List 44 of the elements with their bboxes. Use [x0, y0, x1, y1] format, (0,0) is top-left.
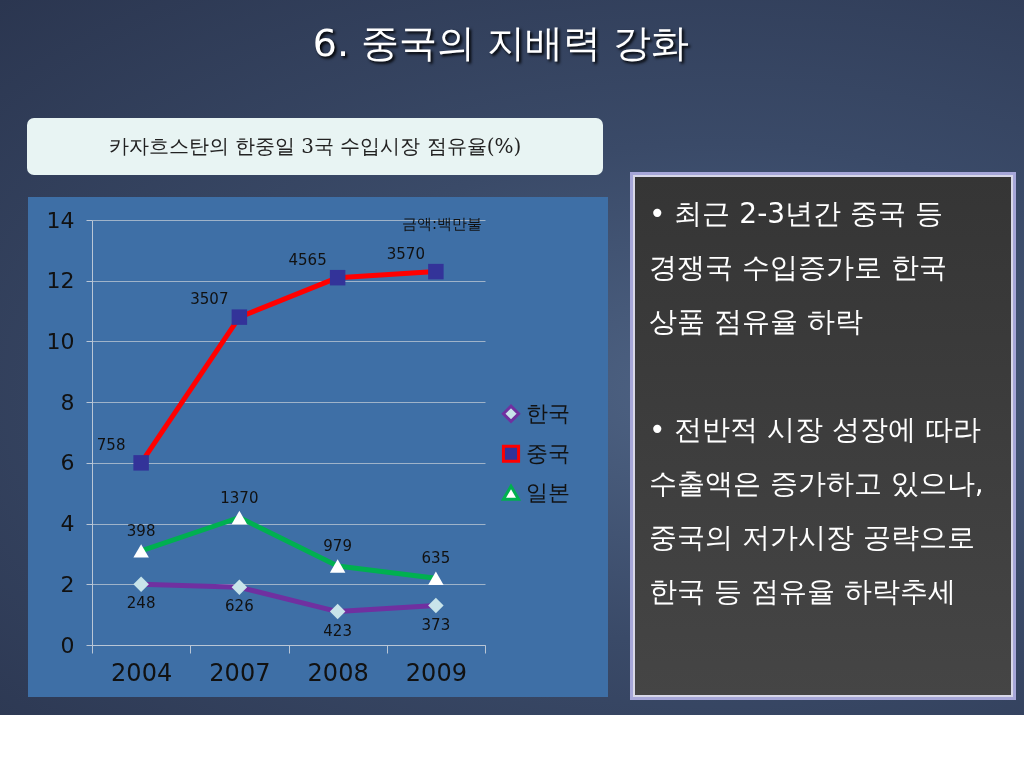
- point: [133, 455, 149, 471]
- annotation: 635: [421, 549, 451, 568]
- y-tick-label: 0: [60, 632, 75, 658]
- annotation: 979: [323, 537, 352, 556]
- point: [231, 309, 248, 325]
- annotation: 758: [96, 435, 126, 454]
- annotation: 3570: [386, 244, 425, 263]
- annotation: 248: [126, 594, 156, 613]
- point: [428, 571, 444, 585]
- annotation: 1370: [220, 488, 259, 507]
- y-tick-label: 14: [46, 207, 75, 233]
- annotation: 373: [421, 615, 451, 634]
- point: [133, 544, 149, 558]
- annotation: 금액:백만불: [400, 215, 484, 234]
- legend-label: 한국: [526, 400, 570, 426]
- annotation: 4565: [288, 250, 327, 269]
- x-tick-label: 2007: [209, 658, 271, 687]
- point: [428, 263, 444, 280]
- point: [329, 603, 346, 620]
- annotation: 3507: [190, 290, 229, 309]
- y-tick-label: 4: [60, 511, 75, 537]
- y-tick-label: 12: [46, 268, 75, 294]
- x-tick-label: 2008: [307, 658, 369, 687]
- point: [231, 579, 248, 596]
- x-tick-label: 2009: [405, 658, 467, 687]
- point: [133, 576, 149, 593]
- y-tick-label: 2: [60, 571, 75, 597]
- y-tick-label: 8: [60, 389, 75, 415]
- point: [231, 510, 248, 525]
- text-panel: • 최근 2-3년간 중국 등 경쟁국 수입증가로 한국 상품 점유율 하락 • 전반적 시장 성장에 따라 수출액은 증가하고 있으나, 중국의 저가시장 공략으로 한국 등 점유율 하락추세: [630, 172, 1016, 700]
- chart-subtitle: 카자흐스탄의 한중일 3국 수입시장 점유율(%): [108, 133, 522, 160]
- annotation: 626: [225, 597, 254, 616]
- point: [329, 559, 346, 573]
- legend-label: 중국: [526, 440, 570, 466]
- annotation: 398: [126, 521, 156, 540]
- caption-box: 카자흐스탄의 한중일 3국 수입시장 점유율(%): [27, 118, 603, 175]
- chart-title: 6. 중국의 지배력 강화: [311, 20, 691, 67]
- point: [428, 597, 444, 614]
- legend-label: 일본: [526, 479, 570, 505]
- y-tick-label: 10: [46, 328, 75, 354]
- annotation: 423: [323, 621, 352, 640]
- x-tick-label: 2004: [111, 658, 173, 687]
- y-tick-label: 6: [60, 450, 75, 476]
- point: [329, 269, 346, 286]
